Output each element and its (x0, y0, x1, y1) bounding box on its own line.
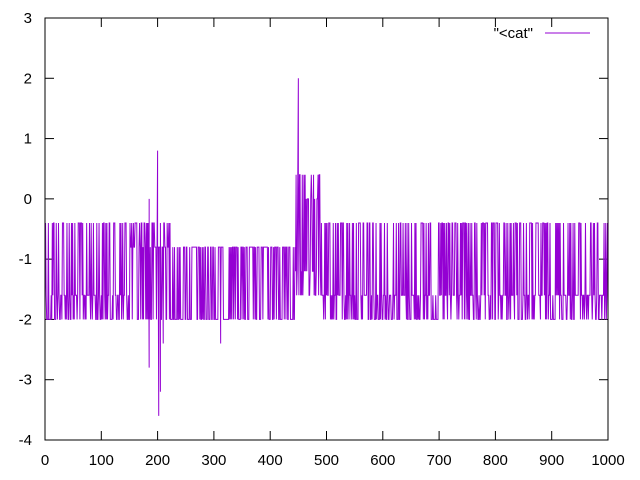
y-tick-label: -1 (19, 251, 32, 268)
y-tick-label: 3 (24, 10, 32, 27)
x-tick-label: 900 (539, 452, 564, 469)
x-tick-label: 0 (41, 452, 49, 469)
x-tick-label: 1000 (591, 452, 624, 469)
x-tick-label: 600 (370, 452, 395, 469)
plot-frame (44, 17, 609, 441)
legend: "<cat" (494, 25, 590, 42)
y-tick-labels: 3 2 1 0 -1 -2 -3 -4 (19, 10, 32, 449)
y-tick-label: 1 (24, 131, 32, 148)
series-line (44, 78, 609, 416)
x-tick-label: 300 (201, 452, 226, 469)
y-tick-label: 0 (24, 191, 32, 208)
y-tick-label: -3 (19, 372, 32, 389)
x-tick-label: 200 (145, 452, 170, 469)
x-tick-label: 800 (483, 452, 508, 469)
y-tick-label: 2 (24, 70, 32, 87)
x-tick-label: 700 (427, 452, 452, 469)
plot-area (44, 78, 609, 416)
x-tick-label: 500 (314, 452, 339, 469)
x-tick-label: 100 (89, 452, 114, 469)
x-tick-label: 400 (258, 452, 283, 469)
legend-label: "<cat" (494, 25, 533, 42)
y-tick-label: -4 (19, 432, 32, 449)
y-tick-label: -2 (19, 311, 32, 328)
x-tick-labels: 0 100 200 300 400 500 600 700 800 900 1000 (41, 452, 625, 469)
